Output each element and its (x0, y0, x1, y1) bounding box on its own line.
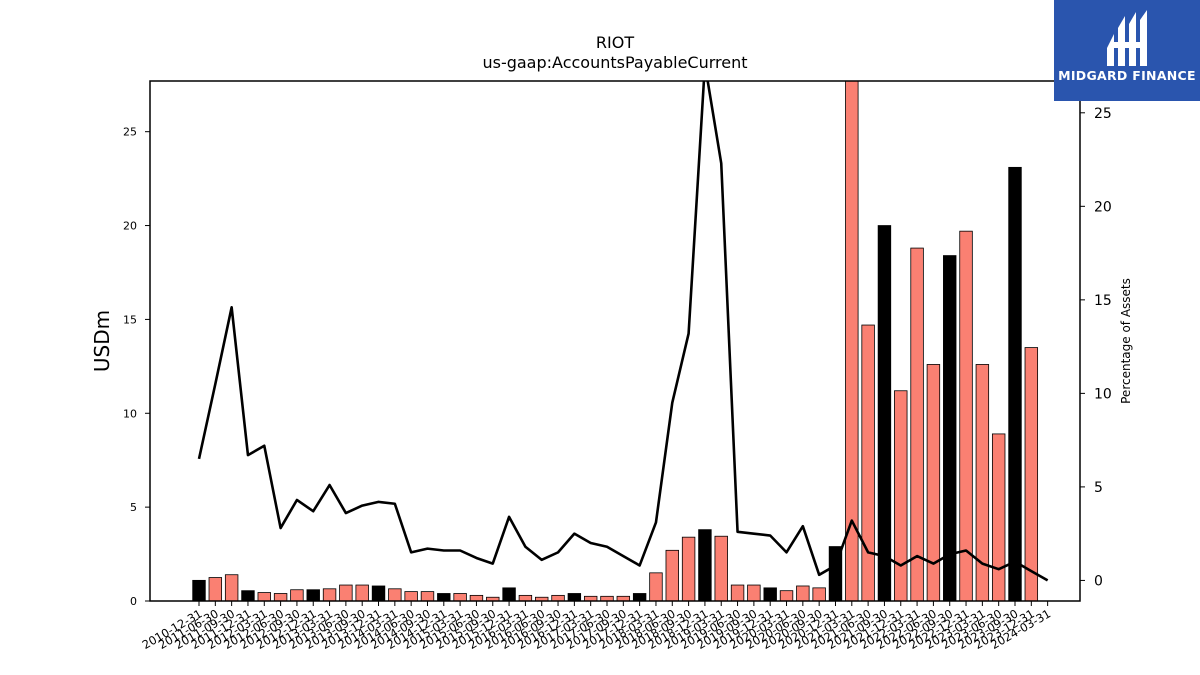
bar-2012-12-31 (306, 589, 320, 601)
bar-2018-12-31 (698, 529, 712, 601)
y-tick-label: 5 (130, 501, 137, 514)
bar-2020-03-31 (779, 590, 794, 601)
y-axis-label: USDm (90, 310, 114, 372)
bar-2017-12-31 (632, 593, 647, 601)
y2-axis-label: Percentage of Assets (1119, 278, 1133, 404)
y-tick-label: 15 (123, 313, 137, 326)
y2-tick-label: 15 (1094, 293, 1112, 309)
bar-2021-06-30 (861, 324, 875, 601)
bar-2011-12-31 (241, 590, 255, 601)
bar-2011-09-30 (224, 574, 239, 601)
bar-2015-12-31 (502, 587, 516, 601)
bar-2021-03-31 (845, 81, 859, 601)
bar-2023-12-31 (1024, 347, 1039, 601)
bar-2022-03-31 (910, 247, 924, 601)
bar-2019-03-31 (714, 535, 728, 601)
x-ticks: 2010-12-312011-06-302011-09-302011-12-31… (140, 601, 1053, 652)
bar-2018-06-30 (665, 549, 679, 601)
bar-2019-09-30 (747, 584, 761, 601)
bar-2013-09-30 (355, 584, 369, 601)
y-tick-label: 0 (130, 595, 137, 608)
bar-2013-03-31 (322, 588, 337, 601)
y2-tick-label: 5 (1094, 480, 1103, 496)
midgard-logo-text: MIDGARD FINANCE (1058, 68, 1196, 83)
series-line-percentage-of-assets (197, 81, 1049, 582)
bar-2010-12-31 (192, 579, 206, 601)
bar-2011-06-30 (208, 577, 223, 601)
bar-2013-06-30 (339, 584, 353, 601)
bar-2013-12-31 (371, 585, 386, 601)
bar-2023-03-31 (975, 364, 990, 601)
line-layer (197, 81, 1049, 582)
y-tick-label: 25 (123, 126, 137, 139)
bar-2014-03-31 (388, 588, 402, 601)
bar-2023-06-30 (991, 433, 1006, 601)
bar-2020-09-30 (812, 587, 826, 601)
bar-2014-09-30 (420, 591, 435, 601)
y2-ticks: 0 5 10 15 20 25 (1080, 106, 1112, 589)
bars (192, 81, 1039, 601)
bar-2012-06-30 (273, 593, 288, 601)
bar-2012-03-31 (257, 592, 271, 601)
bar-2014-06-30 (404, 591, 418, 601)
y2-tick-label: 20 (1094, 199, 1112, 215)
bar-2018-03-31 (649, 572, 663, 601)
y-tick-label: 20 (123, 220, 137, 233)
bar-2019-06-30 (730, 584, 745, 601)
bar-2022-06-30 (926, 364, 941, 601)
bar-2020-06-30 (796, 585, 810, 601)
bar-2022-12-31 (959, 230, 973, 601)
bar-2015-09-30 (486, 596, 500, 601)
midgard-logo-icon (1107, 10, 1147, 66)
bar-2021-12-31 (894, 390, 908, 601)
bar-2019-12-31 (763, 587, 777, 601)
bar-2015-03-31 (453, 593, 467, 601)
bar-2016-12-31 (567, 593, 582, 601)
bar-2021-09-30 (877, 225, 892, 601)
bar-2023-09-30 (1008, 166, 1022, 601)
bar-2016-09-30 (551, 594, 565, 601)
y2-tick-label: 0 (1094, 573, 1103, 589)
bar-2016-03-31 (518, 594, 533, 601)
y-tick-label: 10 (123, 407, 137, 420)
bar-2015-06-30 (469, 594, 484, 601)
bar-2016-06-30 (535, 596, 549, 601)
y-ticks: 0 5 10 15 20 25 (123, 126, 150, 608)
bar-2014-12-31 (437, 593, 451, 601)
midgard-logo: MIDGARD FINANCE (1054, 0, 1200, 101)
plot-frame (149, 80, 1081, 602)
chart-title: RIOT (596, 33, 634, 52)
bar-2012-09-30 (290, 589, 304, 601)
bar-2022-09-30 (943, 255, 957, 601)
bar-2018-09-30 (681, 536, 696, 601)
y2-tick-label: 25 (1094, 106, 1112, 122)
chart-subtitle: us-gaap:AccountsPayableCurrent (482, 53, 747, 72)
y2-tick-label: 10 (1094, 386, 1112, 402)
